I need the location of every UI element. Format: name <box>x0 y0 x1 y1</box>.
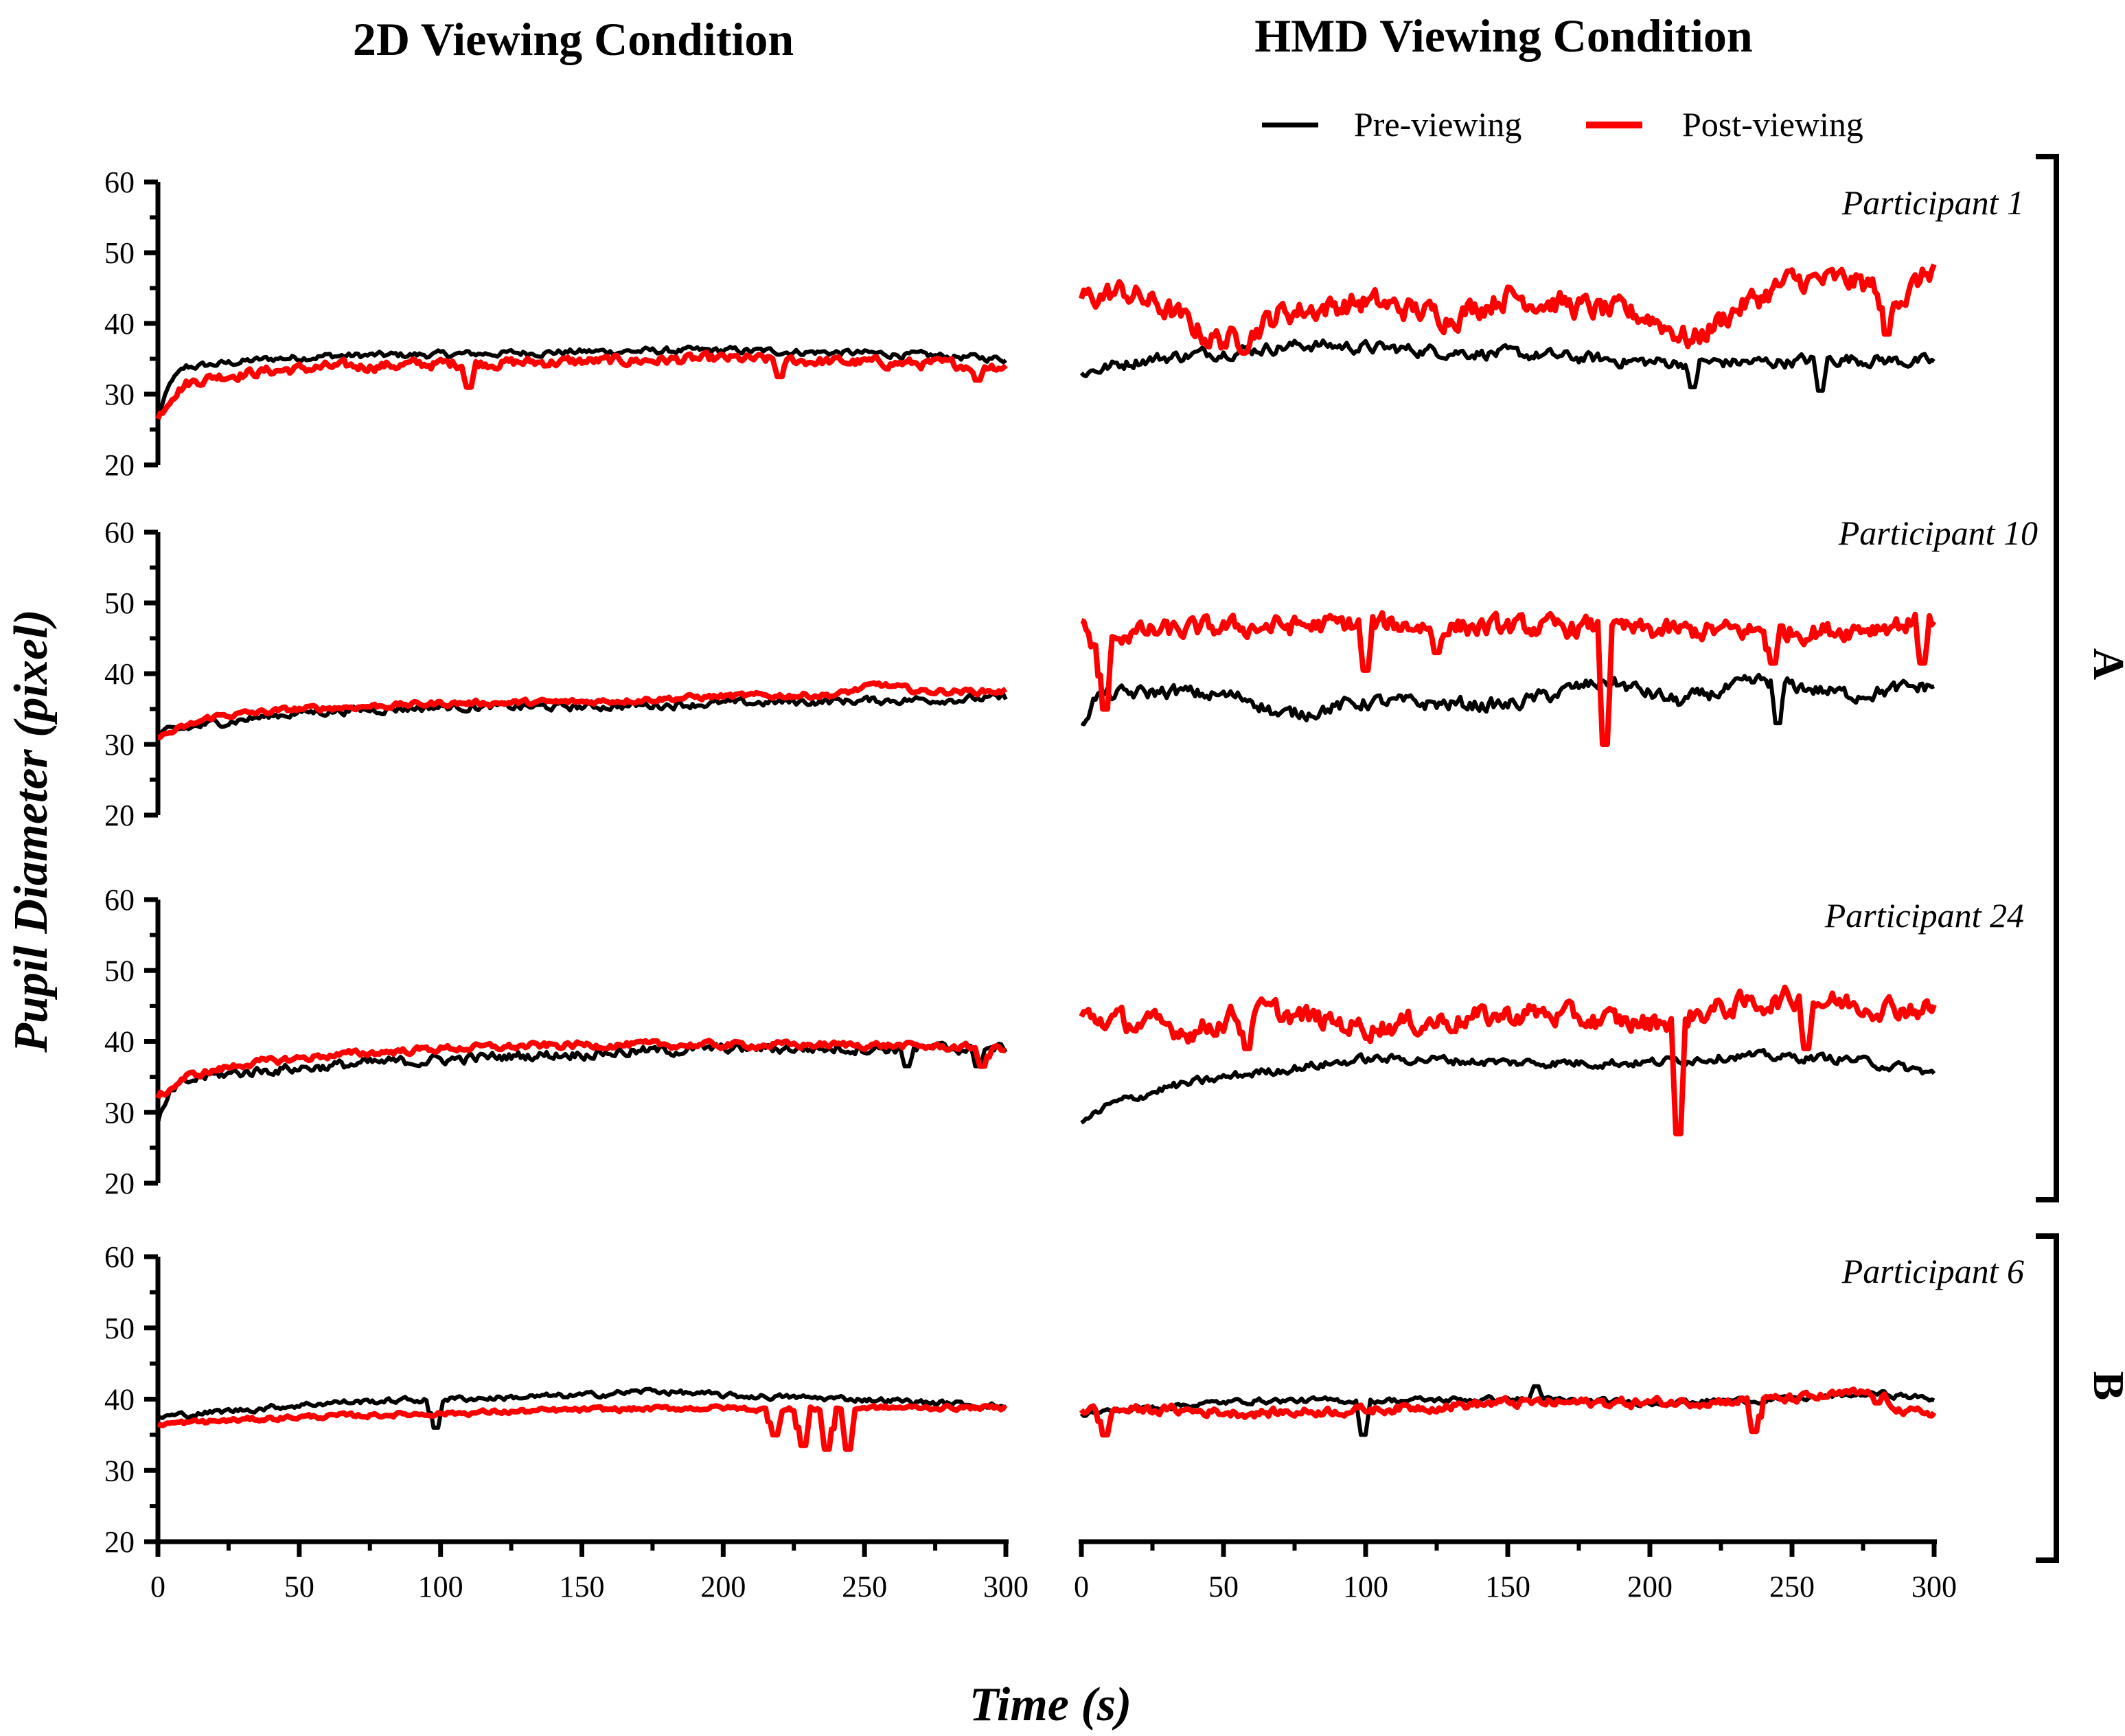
x-tick-label: 250 <box>842 1570 887 1603</box>
panel-hmd-participant-1: Participant 1 <box>1079 183 2024 393</box>
post-viewing-line <box>1080 610 1937 747</box>
y-tick-label: 20 <box>104 448 135 482</box>
pre-viewing-line <box>1080 1048 1936 1125</box>
y-tick-label: 40 <box>104 657 135 691</box>
panels: 20 30 40 50 60 Participant 1 20 30 40 50 60 Partici… <box>104 165 2038 1603</box>
x-axis-2d: 0 50 100 150 200 250 300 <box>150 1539 1029 1603</box>
x-tick-label: 300 <box>1911 1570 1957 1603</box>
post-viewing-line <box>157 680 1008 740</box>
participant-label: Participant 24 <box>1824 896 2024 935</box>
x-tick-label: 100 <box>1343 1570 1388 1603</box>
y-axis-title: Pupil Diameter (pixel) <box>5 609 58 1053</box>
right-column-title: HMD Viewing Condition <box>1254 10 1752 62</box>
panel-hmd-participant-24: Participant 24 <box>1079 896 2024 1137</box>
post-viewing-line <box>155 1038 1007 1099</box>
y-tick-label: 50 <box>104 954 135 987</box>
x-tick-label: 150 <box>1485 1570 1530 1603</box>
x-tick-label: 0 <box>150 1570 165 1603</box>
group-bracket-a: A <box>2036 154 2125 1202</box>
panel-2d-participant-1: 20 30 40 50 60 <box>104 165 1008 482</box>
y-tick-label: 20 <box>104 1525 135 1559</box>
y-tick-label: 30 <box>104 378 135 411</box>
y-tick-label: 30 <box>104 728 135 762</box>
x-tick-label: 150 <box>560 1570 605 1603</box>
y-tick-label: 40 <box>104 1383 135 1417</box>
group-label-a: A <box>2084 648 2125 680</box>
panel-2d-participant-24: 20 30 40 50 60 <box>104 883 1008 1200</box>
y-tick-label: 60 <box>104 516 135 549</box>
x-tick-label: 250 <box>1769 1570 1815 1603</box>
x-tick-label: 200 <box>700 1570 746 1603</box>
group-label-b: B <box>2084 1371 2125 1401</box>
x-tick-label: 0 <box>1074 1570 1089 1603</box>
participant-label: Participant 1 <box>1841 183 2024 222</box>
post-viewing-line <box>1079 263 1937 356</box>
pre-viewing-line <box>1080 672 1935 727</box>
y-tick-label: 20 <box>104 799 135 832</box>
participant-label: Participant 10 <box>1838 514 2038 552</box>
left-column-title: 2D Viewing Condition <box>353 13 794 65</box>
y-tick-label: 30 <box>104 1454 135 1487</box>
x-tick-label: 300 <box>983 1570 1029 1603</box>
y-tick-label: 60 <box>104 165 135 199</box>
post-viewing-line <box>1079 1386 1937 1438</box>
pre-viewing-line <box>1079 338 1936 393</box>
y-tick-label: 50 <box>104 1312 135 1345</box>
group-bracket-b: B <box>2036 1233 2125 1563</box>
y-tick-label: 30 <box>104 1096 135 1130</box>
x-tick-label: 100 <box>418 1570 463 1603</box>
pre-viewing-line <box>156 1040 1008 1123</box>
x-tick-label: 50 <box>284 1570 314 1603</box>
y-tick-label: 40 <box>104 307 135 341</box>
post-viewing-line <box>155 350 1008 420</box>
x-axis-title: Time (s) <box>969 1678 1132 1731</box>
legend-pre-label: Pre-viewing <box>1354 105 1521 144</box>
y-tick-label: 60 <box>104 1240 135 1274</box>
panel-hmd-participant-6: Participant 6 <box>1079 1252 2024 1438</box>
y-tick-label: 50 <box>104 236 135 270</box>
y-tick-label: 50 <box>104 586 135 620</box>
legend: Pre-viewing Post-viewing <box>1262 105 1863 144</box>
y-tick-label: 40 <box>104 1025 135 1059</box>
y-tick-label: 60 <box>104 883 135 917</box>
panel-hmd-participant-10: Participant 10 <box>1080 514 2038 747</box>
y-tick-label: 20 <box>104 1167 135 1200</box>
pre-viewing-line <box>157 1386 1007 1430</box>
x-tick-label: 50 <box>1208 1570 1239 1603</box>
panel-2d-participant-6: 20 30 40 50 60 <box>104 1240 1008 1559</box>
x-axis-hmd: 0 50 100 150 200 250 300 <box>1074 1539 1957 1603</box>
post-viewing-line <box>157 1402 1008 1452</box>
pre-viewing-line <box>156 344 1007 417</box>
legend-post-label: Post-viewing <box>1682 105 1863 144</box>
panel-2d-participant-10: 20 30 40 50 60 <box>104 516 1008 832</box>
x-tick-label: 200 <box>1627 1570 1673 1603</box>
participant-label: Participant 6 <box>1841 1252 2024 1290</box>
post-viewing-line <box>1079 984 1937 1137</box>
